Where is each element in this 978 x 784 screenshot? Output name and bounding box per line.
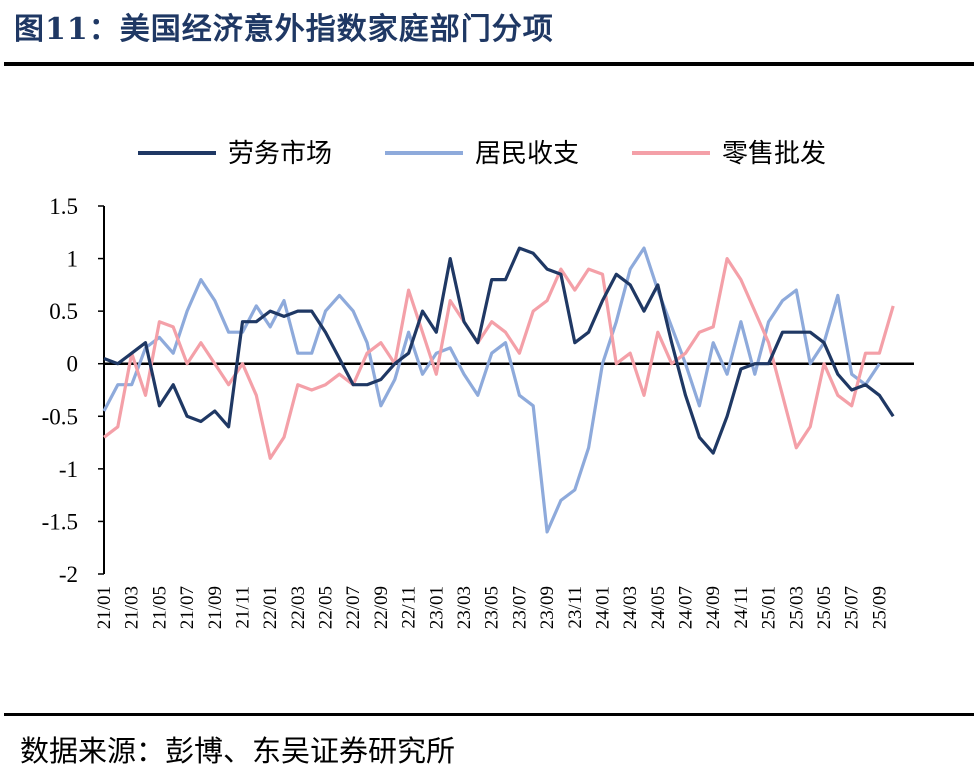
x-tick-label: 22/11: [399, 586, 420, 629]
x-tick-label: 25/05: [814, 586, 835, 629]
y-tick-label: 1: [67, 247, 79, 272]
y-tick-label: 0.5: [49, 299, 78, 324]
bottom-rule: [4, 713, 974, 716]
series-layer: [102, 246, 895, 534]
x-tick-label: 24/09: [703, 586, 724, 629]
x-tick-label: 24/07: [676, 586, 697, 629]
x-tick-label: 21/05: [149, 586, 170, 629]
x-tick-label: 25/03: [786, 586, 807, 629]
x-tick-label: 23/09: [537, 586, 558, 629]
x-tick-label: 21/09: [205, 586, 226, 629]
chart-title: 图11：美国经济意外指数家庭部门分项: [14, 12, 554, 47]
x-tick-label: 22/01: [260, 586, 281, 629]
series-line-2: [102, 246, 881, 534]
x-tick-label: 23/11: [565, 586, 586, 629]
series-line-1: [103, 246, 895, 455]
x-tick-label: 24/03: [620, 586, 641, 629]
legend-label: 居民收支: [475, 139, 579, 169]
y-tick-label: 0: [67, 352, 79, 377]
line-chart: 1.510.50-0.5-1-1.5-2 21/01 21/03 21/05 21/0…: [42, 139, 914, 629]
x-tick-label: 25/07: [842, 586, 863, 629]
x-tick-label: 24/05: [648, 586, 669, 629]
x-axis: 21/01 21/03 21/05 21/07 21/09 21/11 22/01 22/03…: [94, 362, 914, 629]
x-tick-label: 23/05: [482, 586, 503, 629]
x-tick-label: 25/01: [759, 586, 780, 629]
legend-label: 零售批发: [722, 139, 826, 169]
y-tick-label: -1.5: [42, 509, 78, 534]
x-tick-label: 21/11: [232, 586, 253, 629]
y-tick-label: 1.5: [49, 194, 78, 219]
x-tick-label: 23/01: [426, 586, 447, 629]
x-tick-label: 22/05: [316, 586, 337, 629]
x-tick-label: 23/03: [454, 586, 475, 629]
x-tick-label: 22/09: [371, 586, 392, 629]
series-line-3: [103, 257, 895, 460]
x-tick-label: 21/01: [94, 586, 115, 629]
x-tick-label: 21/07: [177, 586, 198, 629]
y-tick-label: -2: [59, 562, 78, 587]
x-tick-label: 22/07: [343, 586, 364, 629]
y-axis: 1.5 1 0.5 0 -0.5 -1 -1.5 -2: [42, 194, 105, 587]
top-rule: [4, 62, 974, 66]
x-tick-label: 24/11: [731, 586, 752, 629]
x-tick-label: 25/09: [869, 586, 890, 629]
x-tick-label: 22/03: [288, 586, 309, 629]
legend: 劳务市场 居民收支 零售批发: [138, 139, 826, 169]
y-tick-label: -1: [59, 457, 78, 482]
legend-label: 劳务市场: [228, 139, 332, 169]
data-source: 数据来源：彭博、东吴证券研究所: [20, 734, 456, 768]
x-tick-label: 21/03: [122, 586, 143, 629]
y-tick-label: -0.5: [42, 404, 78, 429]
x-tick-label: 24/01: [592, 586, 613, 629]
x-tick-label: 23/07: [509, 586, 530, 629]
